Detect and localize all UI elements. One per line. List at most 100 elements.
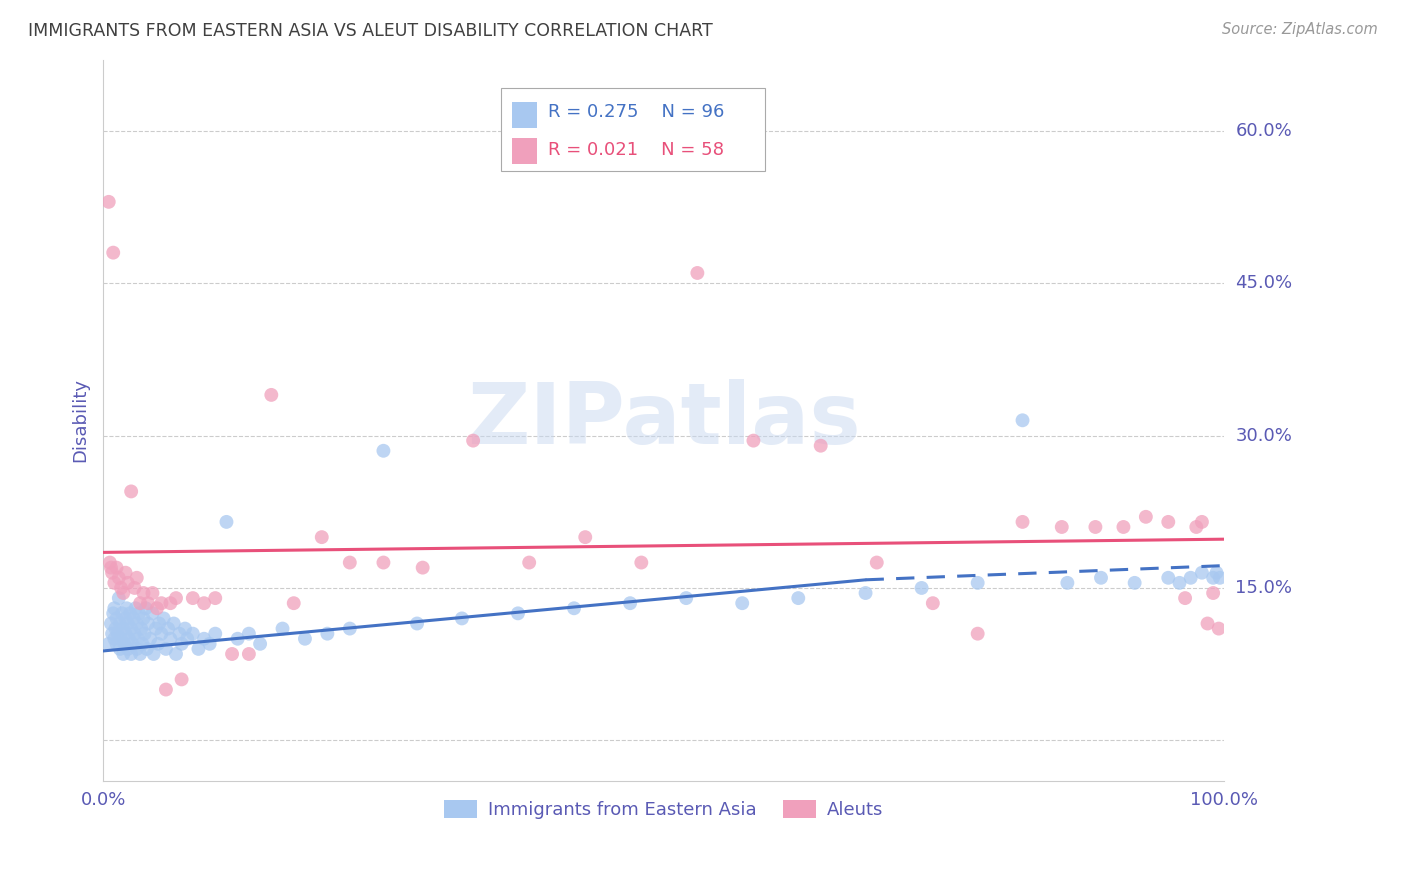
Text: 15.0%: 15.0% (1236, 579, 1292, 597)
Point (98, 556, 121, 570)
Point (114, 626, 136, 640)
Point (104, 622, 127, 636)
Point (238, 647, 260, 661)
Point (204, 591, 226, 606)
Point (117, 641, 139, 656)
Point (742, 434, 765, 448)
Point (198, 637, 221, 651)
Point (1174, 591, 1197, 606)
Point (103, 601, 125, 615)
Point (105, 637, 128, 651)
Point (103, 607, 125, 621)
Point (165, 647, 187, 661)
Point (1197, 616, 1219, 631)
Point (150, 626, 173, 640)
Point (339, 556, 361, 570)
Point (226, 632, 249, 646)
Point (1157, 515, 1180, 529)
Point (221, 647, 243, 661)
Point (114, 566, 136, 580)
Point (910, 581, 932, 595)
Point (146, 601, 169, 615)
Point (787, 591, 810, 606)
Point (562, 601, 585, 615)
Point (1180, 571, 1202, 585)
Point (373, 556, 395, 570)
Point (132, 611, 155, 625)
Point (146, 637, 169, 651)
Legend: Immigrants from Eastern Asia, Aleuts: Immigrants from Eastern Asia, Aleuts (437, 792, 890, 826)
Point (1112, 520, 1135, 534)
Point (159, 596, 181, 610)
Point (124, 626, 146, 640)
Point (311, 530, 333, 544)
Text: Source: ZipAtlas.com: Source: ZipAtlas.com (1222, 22, 1378, 37)
Point (145, 622, 167, 636)
Point (169, 626, 191, 640)
Point (117, 575, 139, 590)
Point (112, 622, 135, 636)
Point (294, 632, 316, 646)
Point (115, 601, 138, 615)
Point (112, 586, 135, 600)
Point (117, 616, 139, 631)
Point (103, 632, 125, 646)
Point (181, 591, 204, 606)
Point (193, 632, 215, 646)
Point (339, 622, 361, 636)
Point (451, 611, 474, 625)
Point (238, 626, 260, 640)
Point (1011, 515, 1033, 529)
Point (121, 637, 143, 651)
Point (187, 641, 209, 656)
Point (193, 596, 215, 610)
Point (129, 622, 152, 636)
FancyBboxPatch shape (501, 88, 765, 171)
Point (108, 591, 131, 606)
Point (316, 626, 339, 640)
Point (108, 641, 131, 656)
Point (148, 616, 170, 631)
Point (101, 566, 124, 580)
Point (110, 581, 132, 595)
Point (1185, 520, 1208, 534)
Point (118, 607, 141, 621)
Point (129, 596, 152, 610)
Point (120, 484, 142, 499)
Point (283, 596, 305, 610)
Point (114, 637, 136, 651)
Point (855, 586, 877, 600)
Point (97, 194, 120, 209)
Text: ZIPatlas: ZIPatlas (467, 379, 860, 462)
Point (506, 607, 529, 621)
Point (142, 647, 165, 661)
Point (129, 647, 152, 661)
Point (1191, 515, 1213, 529)
Point (124, 581, 146, 595)
Point (112, 647, 135, 661)
Text: 60.0%: 60.0% (1236, 121, 1292, 140)
Point (136, 616, 159, 631)
Point (181, 626, 204, 640)
Point (619, 596, 641, 610)
Point (163, 616, 186, 631)
Point (215, 515, 238, 529)
Point (260, 388, 283, 402)
Point (1090, 571, 1112, 585)
Point (574, 530, 596, 544)
Point (97, 637, 120, 651)
Point (1202, 571, 1225, 585)
Point (131, 637, 153, 651)
Point (125, 616, 148, 631)
Point (170, 673, 193, 687)
Point (675, 591, 697, 606)
Point (204, 626, 226, 640)
Point (157, 622, 180, 636)
Point (101, 626, 124, 640)
Point (866, 556, 889, 570)
Point (108, 616, 131, 631)
Point (1123, 575, 1146, 590)
Point (1202, 586, 1225, 600)
Point (150, 596, 173, 610)
Point (1209, 571, 1232, 585)
